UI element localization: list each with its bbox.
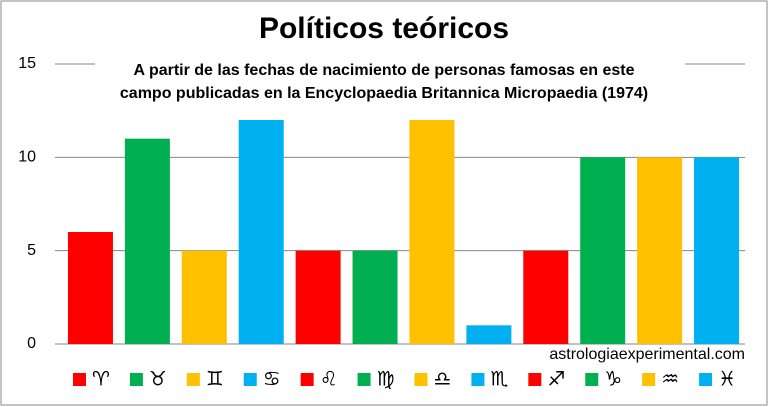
legend-swatch	[414, 373, 428, 386]
legend-label: ♑	[604, 367, 622, 391]
bar	[694, 157, 740, 344]
watermark: astrologiaexperimental.com	[549, 346, 745, 363]
legend-label: ♌	[320, 367, 338, 391]
chart-subtitle: campo publicadas en la Encyclopaedia Bri…	[120, 85, 648, 102]
legend-label: ♎	[434, 367, 452, 391]
legend-swatch	[471, 373, 485, 386]
legend-label: ♋	[263, 367, 281, 391]
legend-swatch	[243, 373, 257, 386]
bar	[637, 157, 683, 344]
bar	[67, 232, 113, 344]
legend-swatch	[699, 373, 713, 386]
legend-label: ♉	[149, 367, 167, 391]
legend-label: ♏	[490, 367, 508, 391]
y-tick-label: 5	[27, 242, 36, 259]
bar	[409, 120, 455, 344]
bar	[238, 120, 284, 344]
legend-swatch	[129, 373, 143, 386]
legend-label: ♒	[661, 367, 679, 391]
legend-label: ♈	[92, 367, 110, 391]
bar	[352, 250, 398, 344]
y-tick-label: 10	[18, 149, 36, 166]
legend-label: ♐	[547, 367, 565, 391]
legend-swatch	[300, 373, 314, 386]
bar	[181, 250, 227, 344]
legend-swatch	[528, 373, 542, 386]
legend-swatch	[357, 373, 371, 386]
y-tick-label: 15	[18, 55, 36, 72]
bar	[580, 157, 626, 344]
bar	[295, 250, 341, 344]
chart-subtitle: A partir de las fechas de nacimiento de …	[134, 62, 635, 79]
chart-title: Políticos teóricos	[259, 12, 509, 45]
legend-label: ♓	[718, 367, 736, 391]
subtitle-background	[95, 52, 685, 108]
legend-label: ♊	[206, 367, 224, 391]
legend-swatch	[186, 373, 200, 386]
bar	[523, 250, 569, 344]
bar	[466, 325, 512, 344]
bars	[67, 120, 740, 344]
legend-swatch	[585, 373, 599, 386]
y-tick-label: 0	[27, 335, 36, 352]
legend-swatch	[73, 373, 86, 386]
legend-swatch	[642, 373, 656, 386]
legend-label: ♍	[377, 367, 395, 391]
bar	[124, 138, 170, 344]
